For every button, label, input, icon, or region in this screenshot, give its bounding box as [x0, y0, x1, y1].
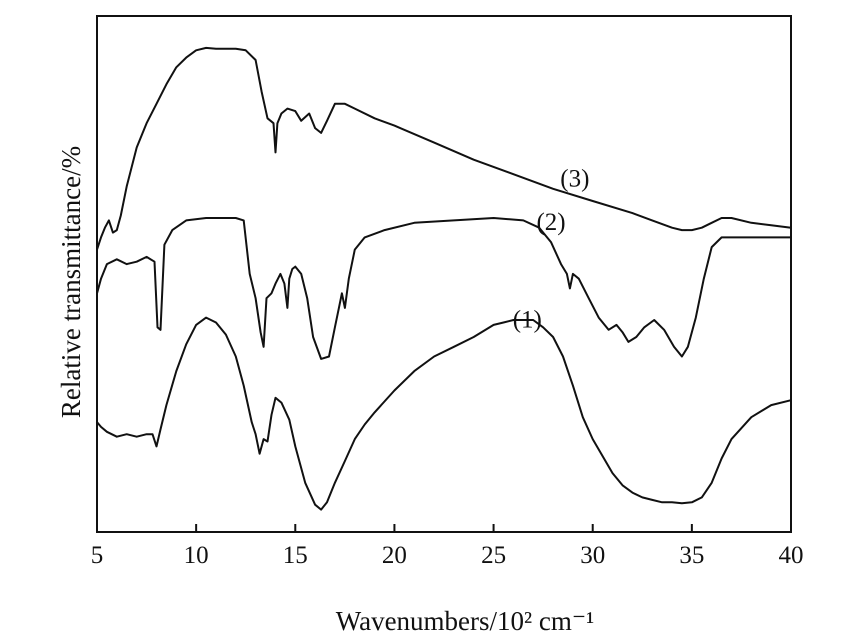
spectra-curves [96, 46, 792, 511]
spectrum-line-3 [96, 316, 792, 511]
x-tick-label: 5 [91, 542, 104, 569]
curve-label-2: (2) [536, 209, 565, 236]
y-axis-title: Relative transmittance/% [56, 146, 86, 418]
x-axis-title: Wavenumbers/10² cm⁻¹ [336, 606, 594, 636]
x-tick-label: 15 [283, 542, 308, 569]
x-tick-label: 25 [481, 542, 506, 569]
x-axis-ticks [96, 524, 792, 532]
curve-label-1: (3) [560, 165, 589, 192]
x-tick-label: 35 [679, 542, 704, 569]
curve-label-3: (1) [513, 306, 542, 333]
spectrum-line-2 [96, 217, 792, 360]
x-axis-tick-labels: 5 10 15 20 25 30 35 40 [91, 542, 804, 569]
x-tick-label: 10 [184, 542, 209, 569]
x-tick-label: 20 [382, 542, 407, 569]
curve-labels: (3) (2) (1) [513, 165, 590, 333]
x-tick-label: 40 [779, 542, 804, 569]
plot-frame [96, 15, 792, 533]
spectrum-line-1 [96, 46, 792, 251]
x-tick-label: 30 [580, 542, 605, 569]
